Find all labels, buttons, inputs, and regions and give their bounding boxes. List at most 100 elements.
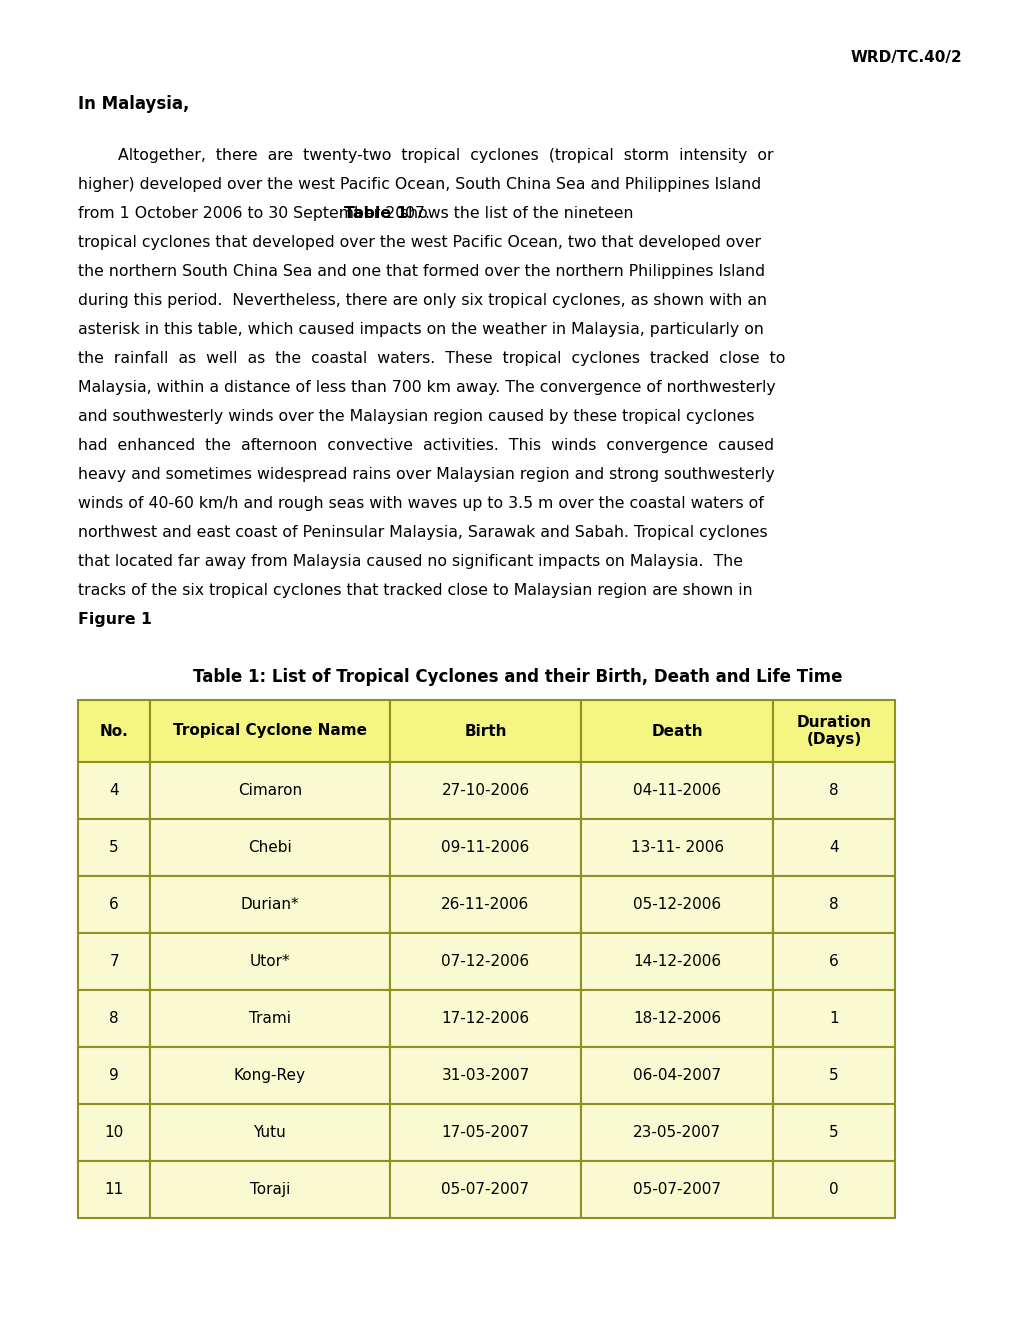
Text: 6: 6 [109,898,119,912]
Text: 4: 4 [828,840,838,855]
Text: asterisk in this table, which caused impacts on the weather in Malaysia, particu: asterisk in this table, which caused imp… [77,322,763,337]
Bar [389,933,581,990]
Text: Malaysia, within a distance of less than 700 km away. The convergence of northwe: Malaysia, within a distance of less than… [77,380,775,395]
Bar [77,933,150,990]
Text: 05-07-2007: 05-07-2007 [633,1181,720,1197]
Text: Figure 1: Figure 1 [77,612,152,627]
Text: Death: Death [651,723,702,738]
Text: In Malaysia,: In Malaysia, [77,95,190,114]
Text: 07-12-2006: 07-12-2006 [441,954,529,969]
Text: Yutu: Yutu [253,1125,286,1140]
Bar [150,933,389,990]
Bar [77,762,150,818]
Text: 09-11-2006: 09-11-2006 [441,840,529,855]
Text: that located far away from Malaysia caused no significant impacts on Malaysia.  : that located far away from Malaysia caus… [77,554,742,569]
Text: 11: 11 [104,1181,123,1197]
Text: .: . [130,612,136,627]
Text: tracks of the six tropical cyclones that tracked close to Malaysian region are s: tracks of the six tropical cyclones that… [77,583,752,598]
Text: 14-12-2006: 14-12-2006 [633,954,720,969]
Text: had  enhanced  the  afternoon  convective  activities.  This  winds  convergence: had enhanced the afternoon convective ac… [77,438,773,453]
Bar [150,1162,389,1218]
Text: Duration
(Days): Duration (Days) [796,715,870,747]
Bar [77,700,150,762]
Text: 1: 1 [828,1011,838,1026]
Text: 13-11- 2006: 13-11- 2006 [630,840,723,855]
Text: heavy and sometimes widespread rains over Malaysian region and strong southweste: heavy and sometimes widespread rains ove… [77,467,774,482]
Bar [581,762,772,818]
Text: Birth: Birth [464,723,506,738]
Bar [581,990,772,1047]
Bar [772,1104,894,1162]
Text: 4: 4 [109,783,119,799]
Text: 26-11-2006: 26-11-2006 [441,898,529,912]
Bar [772,700,894,762]
Bar [77,1104,150,1162]
Text: winds of 40-60 km/h and rough seas with waves up to 3.5 m over the coastal water: winds of 40-60 km/h and rough seas with … [77,496,763,511]
Bar [581,818,772,876]
Text: 0: 0 [828,1181,838,1197]
Bar [772,1162,894,1218]
Text: 23-05-2007: 23-05-2007 [633,1125,720,1140]
Bar [389,818,581,876]
Text: Tropical Cyclone Name: Tropical Cyclone Name [172,723,367,738]
Bar [772,876,894,933]
Text: 31-03-2007: 31-03-2007 [441,1068,529,1082]
Text: Kong-Rey: Kong-Rey [233,1068,306,1082]
Text: Altogether,  there  are  twenty-two  tropical  cyclones  (tropical  storm  inten: Altogether, there are twenty-two tropica… [118,148,772,162]
Text: from 1 October 2006 to 30 September 2007.: from 1 October 2006 to 30 September 2007… [77,206,439,220]
Text: Toraji: Toraji [250,1181,289,1197]
Bar [581,933,772,990]
Text: 18-12-2006: 18-12-2006 [633,1011,720,1026]
Text: No.: No. [100,723,128,738]
Text: 05-12-2006: 05-12-2006 [633,898,720,912]
Bar [581,700,772,762]
Text: 8: 8 [109,1011,119,1026]
Bar [581,1162,772,1218]
Bar [150,700,389,762]
Bar [77,818,150,876]
Bar [389,1047,581,1104]
Bar [150,876,389,933]
Text: 5: 5 [828,1125,838,1140]
Text: 5: 5 [828,1068,838,1082]
Text: 06-04-2007: 06-04-2007 [633,1068,720,1082]
Text: 27-10-2006: 27-10-2006 [441,783,529,799]
Text: 17-05-2007: 17-05-2007 [441,1125,529,1140]
Bar [150,762,389,818]
Bar [77,876,150,933]
Bar [772,1047,894,1104]
Text: 8: 8 [828,783,838,799]
Text: northwest and east coast of Peninsular Malaysia, Sarawak and Sabah. Tropical cyc: northwest and east coast of Peninsular M… [77,525,767,540]
Text: Table 1: Table 1 [343,206,407,220]
Bar [389,990,581,1047]
Text: higher) developed over the west Pacific Ocean, South China Sea and Philippines I: higher) developed over the west Pacific … [77,177,760,191]
Text: during this period.  Nevertheless, there are only six tropical cyclones, as show: during this period. Nevertheless, there … [77,293,766,308]
Bar [772,933,894,990]
Text: the northern South China Sea and one that formed over the northern Philippines I: the northern South China Sea and one tha… [77,264,764,279]
Bar [772,818,894,876]
Text: Cimaron: Cimaron [237,783,302,799]
Text: 7: 7 [109,954,119,969]
Text: Chebi: Chebi [248,840,291,855]
Bar [77,1162,150,1218]
Bar [150,1104,389,1162]
Text: 5: 5 [109,840,119,855]
Text: the  rainfall  as  well  as  the  coastal  waters.  These  tropical  cyclones  t: the rainfall as well as the coastal wate… [77,351,785,366]
Text: tropical cyclones that developed over the west Pacific Ocean, two that developed: tropical cyclones that developed over th… [77,235,760,249]
Bar [150,818,389,876]
Text: WRD/TC.40/2: WRD/TC.40/2 [850,50,961,65]
Text: shows the list of the nineteen: shows the list of the nineteen [389,206,633,220]
Text: and southwesterly winds over the Malaysian region caused by these tropical cyclo: and southwesterly winds over the Malaysi… [77,409,754,424]
Text: Utor*: Utor* [250,954,289,969]
Text: 8: 8 [828,898,838,912]
Bar [389,1104,581,1162]
Bar [389,700,581,762]
Text: 04-11-2006: 04-11-2006 [633,783,720,799]
Bar [772,990,894,1047]
Bar [389,876,581,933]
Bar [77,1047,150,1104]
Bar [389,762,581,818]
Bar [581,876,772,933]
Text: Durian*: Durian* [240,898,299,912]
Text: Trami: Trami [249,1011,290,1026]
